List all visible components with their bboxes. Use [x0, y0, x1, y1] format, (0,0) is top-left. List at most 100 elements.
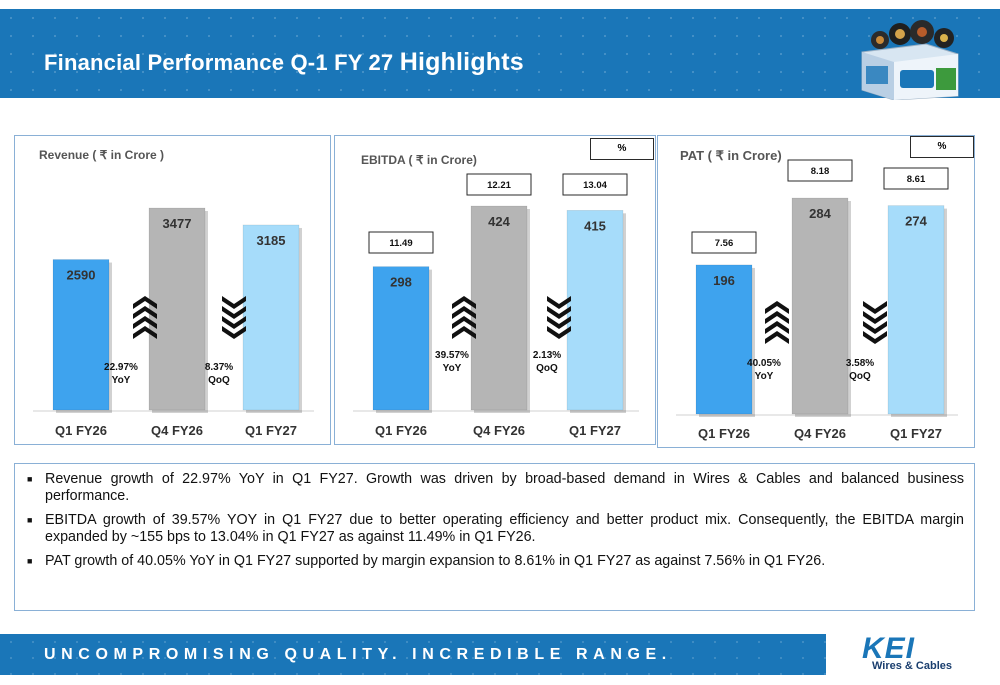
bullet-item: ■ PAT growth of 40.05% YoY in Q1 FY27 su…: [27, 553, 964, 570]
change-value-label: 40.05%: [747, 358, 781, 369]
bullet-square-icon: ■: [27, 474, 33, 484]
footer-tagline: UNCOMPROMISING QUALITY. INCREDIBLE RANGE…: [44, 646, 672, 663]
arrow-down-icon: [222, 326, 246, 339]
revenue-panel: Revenue ( ₹ in Crore ) 2590 Q1 FY26 3477 Q4…: [14, 135, 331, 445]
change-value-label: 8.37%: [205, 362, 233, 373]
bar: [148, 207, 206, 411]
change-value-label: 22.97%: [104, 362, 138, 373]
bar-value-label: 3185: [257, 233, 286, 248]
margin-value-label: 13.04: [583, 180, 607, 191]
bar: [887, 205, 945, 415]
arrow-down-icon: [547, 306, 571, 319]
logo-brand: KEI: [862, 632, 916, 665]
arrow-up-icon: [452, 326, 476, 339]
bar: [470, 205, 528, 411]
arrow-down-icon: [863, 331, 887, 344]
logo-subtitle: Wires & Cables: [872, 660, 952, 672]
change-type-label: YoY: [755, 371, 774, 382]
category-label: Q4 FY26: [473, 423, 525, 438]
category-label: Q1 FY27: [569, 423, 621, 438]
arrow-down-icon: [863, 311, 887, 324]
bar: [52, 259, 110, 411]
category-label: Q4 FY26: [151, 423, 203, 438]
bullet-text: EBITDA growth of 39.57% YOY in Q1 FY27 d…: [45, 512, 964, 545]
margin-value-label: 11.49: [389, 238, 412, 249]
arrow-down-icon: [547, 296, 571, 309]
revenue-title: Revenue ( ₹ in Crore ): [39, 148, 164, 162]
arrow-up-icon: [452, 306, 476, 319]
pat-panel: PAT ( ₹ in Crore) % 196 Q1 FY26 7.56 284 Q4 …: [657, 135, 975, 448]
margin-box: [691, 231, 757, 254]
arrow-up-icon: [133, 296, 157, 309]
margin-value-label: 12.21: [487, 180, 511, 191]
arrow-up-icon: [765, 311, 789, 324]
bar-value-label: 274: [905, 214, 927, 229]
arrow-up-icon: [133, 326, 157, 339]
category-label: Q1 FY26: [55, 423, 107, 438]
bar-value-label: 3477: [163, 216, 192, 231]
bar-value-label: 196: [713, 273, 735, 288]
change-type-label: YoY: [443, 363, 462, 374]
bar-value-label: 2590: [67, 268, 96, 283]
change-value-label: 2.13%: [533, 350, 561, 361]
change-value-label: 3.58%: [846, 358, 874, 369]
bullet-item: ■ EBITDA growth of 39.57% YOY in Q1 FY27…: [27, 512, 964, 546]
bullet-item: ■ Revenue growth of 22.97% YoY in Q1 FY2…: [27, 471, 964, 505]
product-box-image: [861, 20, 959, 100]
arrow-up-icon: [133, 306, 157, 319]
pat-chart: 196 Q1 FY26 7.56 284 Q4 FY26 8.18 274 Q1 FY27 8.…: [676, 159, 958, 441]
margin-box: [368, 231, 434, 254]
bullet-text: Revenue growth of 22.97% YoY in Q1 FY27.…: [45, 471, 964, 504]
arrow-down-icon: [222, 306, 246, 319]
margin-box: [787, 159, 853, 182]
category-label: Q4 FY26: [794, 426, 846, 441]
arrow-down-icon: [547, 326, 571, 339]
arrow-down-icon: [222, 296, 246, 309]
arrow-up-icon: [765, 301, 789, 314]
arrow-up-icon: [452, 316, 476, 329]
arrow-down-icon: [863, 301, 887, 314]
bullet-square-icon: ■: [27, 556, 33, 566]
arrow-up-icon: [765, 331, 789, 344]
ebitda-margin-header: %: [590, 138, 654, 160]
change-type-label: QoQ: [208, 375, 230, 386]
margin-value-label: 8.61: [907, 174, 926, 185]
kei-logo: KEI Wires & Cables: [858, 632, 958, 677]
margin-box: [883, 167, 949, 190]
arrow-up-icon: [452, 296, 476, 309]
category-label: Q1 FY27: [890, 426, 942, 441]
category-label: Q1 FY26: [375, 423, 427, 438]
bar: [242, 224, 300, 411]
ebitda-chart: 298 Q1 FY26 11.49 424 Q4 FY26 12.21 415 Q1 FY27…: [353, 173, 639, 438]
arrow-down-icon: [863, 321, 887, 334]
bar-value-label: 424: [488, 214, 510, 229]
change-value-label: 39.57%: [435, 350, 469, 361]
bar: [695, 264, 753, 415]
change-type-label: QoQ: [849, 371, 871, 382]
arrow-down-icon: [222, 316, 246, 329]
bullet-text: PAT growth of 40.05% YoY in Q1 FY27 supp…: [45, 553, 826, 569]
bar: [791, 197, 849, 415]
ebitda-title: EBITDA ( ₹ in Crore): [361, 153, 477, 167]
margin-value-label: 7.56: [715, 238, 734, 249]
revenue-chart: 2590 Q1 FY26 3477 Q4 FY26 3185 Q1 FY27 22.97% Y…: [33, 207, 314, 438]
bar: [372, 266, 430, 411]
ebitda-panel: EBITDA ( ₹ in Crore) % 298 Q1 FY26 11.49 42…: [334, 135, 656, 445]
arrow-up-icon: [133, 316, 157, 329]
change-type-label: YoY: [112, 375, 131, 386]
highlights-box: ■ Revenue growth of 22.97% YoY in Q1 FY2…: [14, 463, 975, 611]
pat-title: PAT ( ₹ in Crore): [680, 148, 782, 163]
category-label: Q1 FY26: [698, 426, 750, 441]
margin-box: [466, 173, 532, 196]
header-banner: Financial Performance Q-1 FY 27 Highligh…: [0, 9, 1000, 98]
margin-box: [562, 173, 628, 196]
bar: [566, 210, 624, 411]
category-label: Q1 FY27: [245, 423, 297, 438]
page-title-main: Financial Performance Q-1 FY 27: [44, 50, 394, 75]
footer-banner: UNCOMPROMISING QUALITY. INCREDIBLE RANGE…: [0, 634, 826, 675]
pat-margin-header: %: [910, 136, 974, 158]
bar-value-label: 415: [584, 218, 606, 233]
arrow-up-icon: [765, 321, 789, 334]
arrow-down-icon: [547, 316, 571, 329]
